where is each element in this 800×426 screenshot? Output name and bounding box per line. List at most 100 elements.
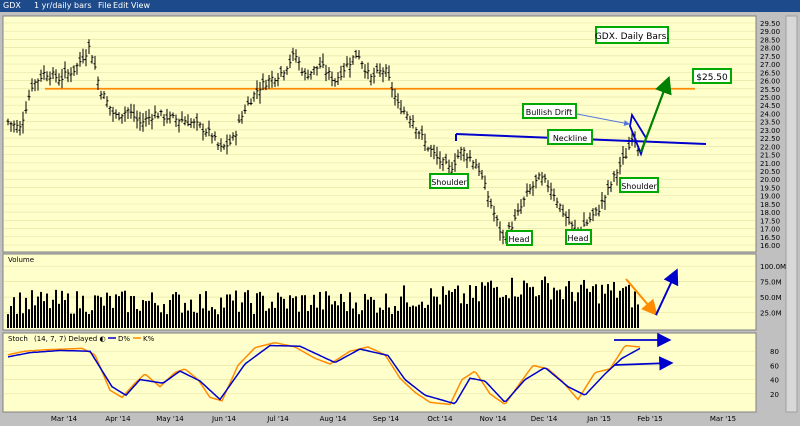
volume-bar xyxy=(190,299,192,328)
volume-bar xyxy=(76,291,78,328)
right-scrollbar[interactable] xyxy=(785,15,798,413)
volume-bar xyxy=(139,310,141,328)
volume-bar xyxy=(250,302,252,328)
volume-bar xyxy=(451,292,453,328)
volume-bar xyxy=(37,296,39,328)
price-tick-label: 16.00 xyxy=(760,242,780,250)
price-tick-label: 23.00 xyxy=(760,127,780,135)
price-tick-label: 19.00 xyxy=(760,193,780,201)
volume-bar xyxy=(454,288,456,328)
volume-bar xyxy=(583,279,585,328)
volume-bar xyxy=(307,311,309,328)
volume-bar xyxy=(586,288,588,328)
volume-bar xyxy=(94,295,96,328)
volume-bar xyxy=(283,298,285,328)
volume-bar xyxy=(367,299,369,328)
neckline-label: Neckline xyxy=(547,129,593,145)
volume-bar xyxy=(523,280,525,328)
volume-bar xyxy=(304,295,306,328)
price-tick-label: 17.00 xyxy=(760,226,780,234)
volume-bar xyxy=(70,313,72,328)
volume-bar xyxy=(256,293,258,328)
volume-bar xyxy=(271,301,273,328)
volume-bar xyxy=(34,305,36,328)
price-tick-label: 19.50 xyxy=(760,184,780,192)
volume-bars xyxy=(7,276,639,328)
volume-bar xyxy=(25,297,27,328)
volume-bar xyxy=(319,291,321,328)
volume-bar xyxy=(175,291,177,328)
volume-bar xyxy=(79,308,81,328)
volume-bar xyxy=(109,295,111,328)
volume-bar xyxy=(298,311,300,328)
volume-bar xyxy=(337,305,339,328)
price-bars xyxy=(6,39,640,245)
volume-bar xyxy=(157,305,159,328)
volume-bar xyxy=(124,290,126,328)
volume-bar xyxy=(484,285,486,328)
volume-bar xyxy=(439,304,441,328)
volume-bar xyxy=(529,287,531,328)
volume-bar xyxy=(532,286,534,328)
volume-bar xyxy=(130,296,132,328)
volume-bar xyxy=(559,289,561,328)
volume-bar xyxy=(178,294,180,328)
volume-bar xyxy=(49,308,51,328)
volume-bar xyxy=(448,290,450,328)
volume-bar xyxy=(310,304,312,328)
volume-bar xyxy=(28,309,30,328)
time-tick-label: Aug '14 xyxy=(320,415,347,423)
volume-bar xyxy=(217,314,219,328)
symbol-dropdown[interactable]: GDX xyxy=(3,1,21,10)
volume-bar xyxy=(568,280,570,328)
stoch-tick-label: 20 xyxy=(770,391,779,399)
volume-bar xyxy=(22,313,24,328)
stoch-tick-label: 40 xyxy=(770,377,779,385)
menu-view[interactable]: View xyxy=(131,1,150,10)
volume-bar xyxy=(466,303,468,328)
period-dropdown[interactable]: 1 yr/daily bars xyxy=(34,1,92,10)
volume-bar xyxy=(511,277,513,328)
volume-bar xyxy=(610,290,612,328)
price-panel xyxy=(2,15,757,253)
price-tick-label: 29.50 xyxy=(760,20,780,28)
stoch-axis-ticks: 80 60 40 20 xyxy=(770,348,779,399)
volume-bar xyxy=(412,305,414,328)
volume-bar xyxy=(475,286,477,328)
volume-bar xyxy=(535,296,537,328)
volume-bar xyxy=(148,300,150,328)
volume-bar xyxy=(628,284,630,328)
volume-bar xyxy=(82,295,84,328)
price-tick-label: 24.50 xyxy=(760,102,780,110)
shoulder-left-label: Shoulder xyxy=(429,173,469,189)
price-tick-label: 26.50 xyxy=(760,69,780,77)
volume-bar xyxy=(331,304,333,328)
menu-edit[interactable]: Edit xyxy=(113,1,129,10)
price-tick-label: 24.00 xyxy=(760,110,780,118)
stoch-lower-arrow xyxy=(613,356,674,371)
volume-bar xyxy=(409,306,411,328)
volume-bar xyxy=(631,307,633,328)
volume-bar xyxy=(544,276,546,328)
volume-bar xyxy=(100,297,102,328)
volume-tick-label: 25.0M xyxy=(760,310,782,318)
menu-file[interactable]: File xyxy=(98,1,112,10)
chart-title-text: GDX. Daily Bars. xyxy=(595,32,669,42)
volume-bar xyxy=(589,292,591,328)
volume-bar xyxy=(397,310,399,328)
volume-bar xyxy=(40,291,42,328)
volume-bar xyxy=(325,291,327,328)
legend-d-label: D% xyxy=(118,335,130,343)
volume-bar xyxy=(160,312,162,328)
volume-bar xyxy=(514,296,516,328)
volume-bar xyxy=(622,288,624,328)
volume-bar xyxy=(460,303,462,328)
price-tick-label: 18.00 xyxy=(760,209,780,217)
volume-bar xyxy=(598,303,600,328)
legend-k-label: K% xyxy=(143,335,155,343)
volume-bar xyxy=(301,295,303,328)
price-tick-label: 20.00 xyxy=(760,176,780,184)
volume-bar xyxy=(223,307,225,328)
target-label: $25.50 xyxy=(692,68,732,84)
volume-bar xyxy=(46,293,48,328)
